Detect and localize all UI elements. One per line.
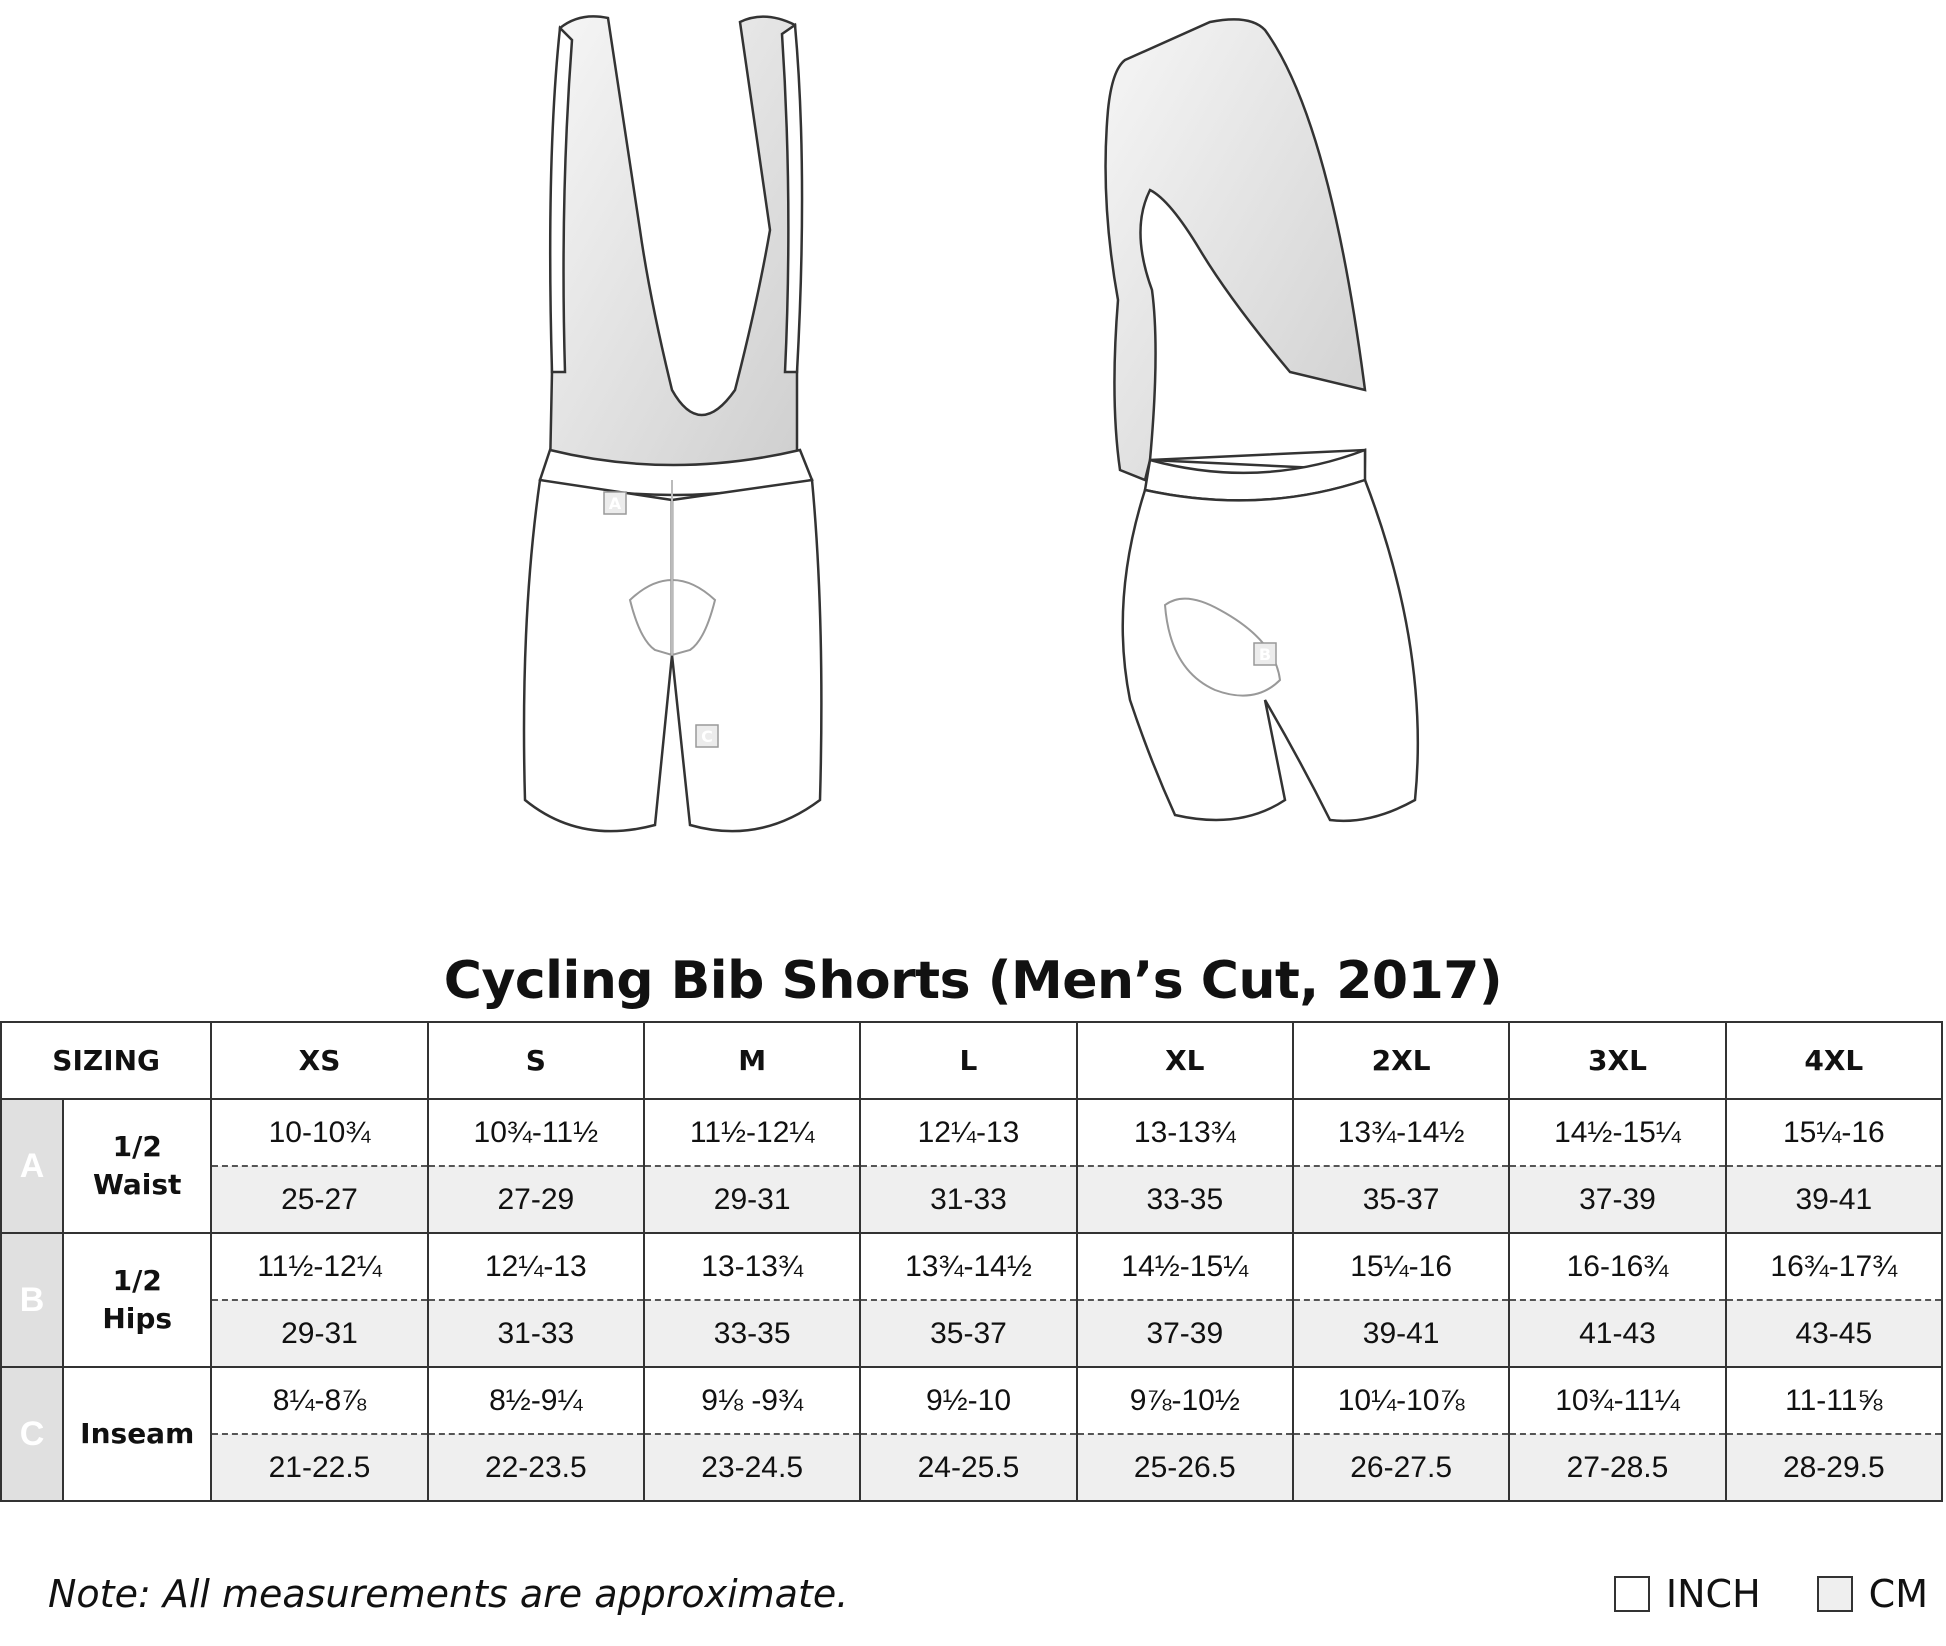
bib-shorts-illustration: A C B bbox=[522, 15, 1420, 833]
cm-value: 27-29 bbox=[426, 1165, 645, 1234]
inseam-cm-row: 21-22.5 22-23.5 23-24.5 24-25.5 25-26.5 … bbox=[1, 1433, 1944, 1502]
front-left-strap bbox=[548, 25, 574, 374]
inch-value: 10¼-10⅞ bbox=[1291, 1366, 1511, 1435]
inch-value: 10¾-11¼ bbox=[1508, 1366, 1727, 1435]
inch-value: 9⅞-10½ bbox=[1075, 1366, 1294, 1435]
inch-value: 9½-10 bbox=[859, 1366, 1078, 1435]
size-header: 4XL bbox=[1724, 1021, 1944, 1100]
measure-label-waist: 1/2 Waist bbox=[62, 1098, 213, 1234]
cm-value: 35-37 bbox=[1291, 1165, 1511, 1234]
inch-value: 13-13¾ bbox=[1075, 1098, 1294, 1167]
inch-value: 11½-12¼ bbox=[642, 1098, 862, 1167]
cm-value: 21-22.5 bbox=[210, 1433, 429, 1502]
cm-legend-swatch bbox=[1816, 1576, 1853, 1612]
inch-value: 13¾-14½ bbox=[859, 1232, 1078, 1301]
inch-value: 13-13¾ bbox=[642, 1232, 862, 1301]
row-letter-a: A bbox=[0, 1098, 65, 1234]
size-header: XS bbox=[210, 1021, 429, 1100]
inch-value: 13¾-14½ bbox=[1291, 1098, 1511, 1167]
cm-value: 29-31 bbox=[642, 1165, 862, 1234]
cm-value: 22-23.5 bbox=[426, 1433, 645, 1502]
size-header: L bbox=[859, 1021, 1078, 1100]
marker-c: C bbox=[701, 727, 713, 746]
marker-b: B bbox=[1259, 645, 1271, 664]
cm-value: 39-41 bbox=[1724, 1165, 1944, 1234]
unit-legend: INCH CM bbox=[1613, 1572, 1928, 1616]
inch-legend-swatch bbox=[1613, 1576, 1650, 1612]
front-chest-panel bbox=[548, 15, 799, 472]
cm-value: 31-33 bbox=[426, 1299, 645, 1368]
measure-label-hips: 1/2 Hips bbox=[62, 1232, 213, 1368]
cm-value: 26-27.5 bbox=[1291, 1433, 1511, 1502]
measurement-note: Note: All measurements are approximate. bbox=[48, 1572, 849, 1616]
cm-value: 29-31 bbox=[210, 1299, 429, 1368]
size-header: S bbox=[426, 1021, 645, 1100]
inch-value: 14½-15¼ bbox=[1075, 1232, 1294, 1301]
inch-value: 16¾-17¾ bbox=[1724, 1232, 1944, 1301]
inch-value: 16-16¾ bbox=[1508, 1232, 1727, 1301]
inseam-inch-row: C Inseam 8¼-8⅞ 8½-9¼ 9⅛ -9¾ 9½-10 9⅞-10½… bbox=[0, 1366, 1944, 1502]
cm-value: 25-27 bbox=[210, 1165, 429, 1234]
cm-value: 31-33 bbox=[859, 1165, 1078, 1234]
inch-value: 11-11⅝ bbox=[1724, 1366, 1944, 1435]
measure-label-line: Waist bbox=[92, 1168, 182, 1201]
cm-value: 24-25.5 bbox=[859, 1433, 1078, 1502]
inch-value: 8¼-8⅞ bbox=[210, 1366, 429, 1435]
size-header: XL bbox=[1075, 1021, 1294, 1100]
measure-label-line: 1/2 bbox=[112, 1130, 162, 1163]
size-header: M bbox=[642, 1021, 862, 1100]
cm-value: 27-28.5 bbox=[1508, 1433, 1727, 1502]
inch-value: 11½-12¼ bbox=[210, 1232, 429, 1301]
waist-inch-row: A 1/2 Waist 10-10¾ 10¾-11½ 11½-12¼ 12¼-1… bbox=[0, 1098, 1944, 1234]
front-right-strap bbox=[780, 22, 804, 374]
inch-value: 15¼-16 bbox=[1291, 1232, 1511, 1301]
header-row: SIZING XS S M L XL 2XL 3XL 4XL bbox=[0, 1021, 1944, 1100]
inch-value: 10¾-11½ bbox=[426, 1098, 645, 1167]
inch-value: 8½-9¼ bbox=[426, 1366, 645, 1435]
front-right-leg bbox=[670, 478, 823, 833]
sizing-header: SIZING bbox=[0, 1021, 213, 1100]
cm-value: 25-26.5 bbox=[1075, 1433, 1294, 1502]
inch-value: 14½-15¼ bbox=[1508, 1098, 1727, 1167]
hips-cm-row: 29-31 31-33 33-35 35-37 37-39 39-41 41-4… bbox=[1, 1299, 1944, 1368]
marker-a: A bbox=[609, 494, 622, 513]
back-chamois bbox=[1163, 597, 1282, 697]
cm-value: 37-39 bbox=[1075, 1299, 1294, 1368]
cm-value: 37-39 bbox=[1508, 1165, 1727, 1234]
chart-title: Cycling Bib Shorts (Men’s Cut, 2017) bbox=[443, 951, 1503, 1011]
size-header: 2XL bbox=[1291, 1021, 1511, 1100]
inch-value: 12¼-13 bbox=[859, 1098, 1078, 1167]
cm-value: 35-37 bbox=[859, 1299, 1078, 1368]
row-letter-b: B bbox=[0, 1232, 65, 1368]
cm-value: 43-45 bbox=[1724, 1299, 1944, 1368]
measure-label-line: 1/2 bbox=[112, 1264, 162, 1297]
cm-legend-label: CM bbox=[1868, 1572, 1928, 1616]
cm-value: 39-41 bbox=[1291, 1299, 1511, 1368]
hips-inch-row: B 1/2 Hips 11½-12¼ 12¼-13 13-13¾ 13¾-14½… bbox=[0, 1232, 1944, 1368]
measure-label-line: Inseam bbox=[80, 1417, 195, 1450]
measure-label-inseam: Inseam bbox=[62, 1366, 213, 1502]
front-left-leg bbox=[522, 478, 674, 833]
cm-value: 33-35 bbox=[642, 1299, 862, 1368]
cm-value: 33-35 bbox=[1075, 1165, 1294, 1234]
back-view bbox=[1104, 18, 1420, 823]
cm-value: 41-43 bbox=[1508, 1299, 1727, 1368]
inch-legend-label: INCH bbox=[1665, 1572, 1761, 1616]
cm-value: 23-24.5 bbox=[642, 1433, 862, 1502]
inch-value: 15¼-16 bbox=[1724, 1098, 1944, 1167]
front-chamois bbox=[628, 579, 717, 657]
size-header: 3XL bbox=[1508, 1021, 1727, 1100]
inch-value: 10-10¾ bbox=[210, 1098, 429, 1167]
back-strap-panel bbox=[1104, 18, 1367, 482]
inch-value: 9⅛ -9¾ bbox=[642, 1366, 862, 1435]
front-view bbox=[522, 15, 823, 833]
inch-value: 12¼-13 bbox=[426, 1232, 645, 1301]
measure-label-line: Hips bbox=[102, 1302, 173, 1335]
waist-cm-row: 25-27 27-29 29-31 31-33 33-35 35-37 37-3… bbox=[1, 1165, 1944, 1234]
sizing-table: SIZING XS S M L XL 2XL 3XL 4XL A 1/2 Wai… bbox=[0, 1021, 1944, 1502]
row-letter-c: C bbox=[0, 1366, 65, 1502]
cm-value: 28-29.5 bbox=[1724, 1433, 1944, 1502]
